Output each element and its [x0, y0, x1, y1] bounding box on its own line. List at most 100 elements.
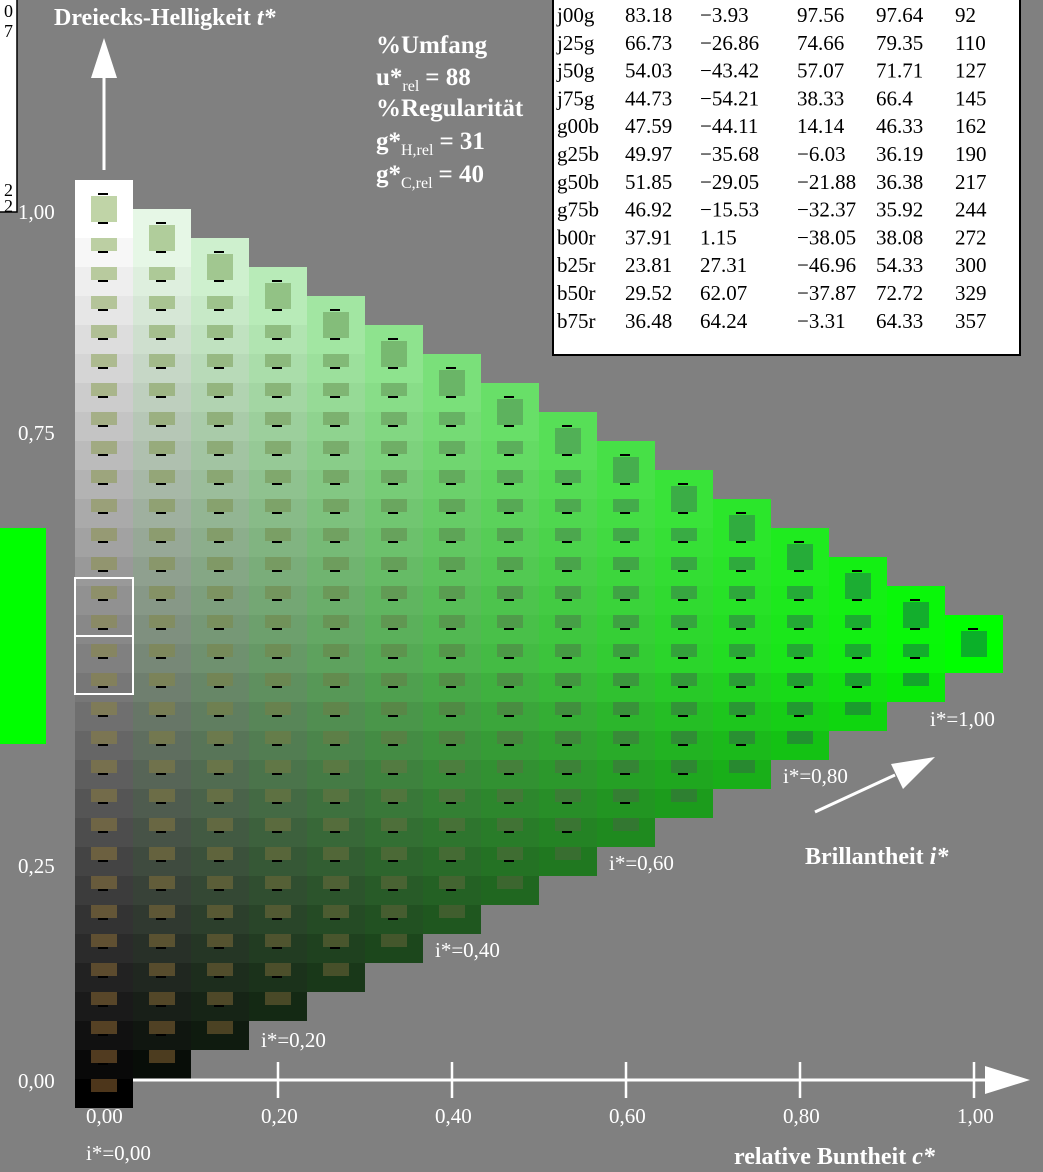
table-cell: 162 [955, 114, 987, 138]
i-label-0-00: i*=0,00 [86, 1141, 151, 1165]
table-cell: −43.42 [700, 59, 759, 83]
table-cell: 92 [955, 3, 976, 27]
i-label-0-40: i*=0,40 [435, 938, 500, 962]
left-edge-digit-4: 2 [4, 196, 13, 216]
table-cell: b50r [557, 281, 596, 305]
x-axis-ticks [276, 1062, 976, 1098]
sample-patch [671, 486, 697, 512]
y-tick-1-00: 1,00 [18, 200, 55, 224]
table-cell: 357 [955, 309, 987, 333]
table-cell: 64.24 [700, 309, 748, 333]
table-frame [552, 0, 1021, 356]
color-grid [75, 180, 1003, 1108]
table-cell: −46.96 [797, 253, 856, 277]
table-cell: 145 [955, 86, 987, 110]
table-cell: 38.08 [876, 225, 923, 249]
sample-patch [149, 225, 175, 251]
table-cell: −37.87 [797, 281, 856, 305]
table-cell: 127 [955, 59, 987, 83]
left-edge-digit-3: 2 [4, 180, 13, 200]
sample-patch [439, 370, 465, 396]
table-cell: j25g [556, 31, 595, 55]
table-cell: g75b [557, 198, 599, 222]
table-cell: 57.07 [797, 59, 844, 83]
table-cell: −26.86 [700, 31, 759, 55]
sample-patch [381, 341, 407, 367]
table-cell: 272 [955, 225, 987, 249]
sample-patch [207, 254, 233, 280]
table-cell: 64.33 [876, 309, 923, 333]
table-cell: 44.73 [625, 86, 672, 110]
table-cell: 300 [955, 253, 987, 277]
gh-rel-line: g*H,rel = 31 [376, 128, 485, 159]
table-cell: 54.03 [625, 59, 672, 83]
y-axis-arrowhead [91, 38, 117, 78]
table-cell: 49.97 [625, 142, 672, 166]
table-cell: 62.07 [700, 281, 747, 305]
green-swatch [0, 528, 46, 744]
table-cell: 83.18 [625, 3, 672, 27]
sample-patch [961, 631, 987, 657]
table-cell: g25b [557, 142, 599, 166]
left-edge-frame [0, 0, 18, 213]
table-cell: b00r [557, 225, 596, 249]
highlight-box-lower [74, 635, 134, 695]
x-tick-0-80: 0,80 [783, 1104, 820, 1128]
stats-block: %Umfang u*rel = 88 %Regularität g*H,rel = … [376, 32, 524, 192]
table-cell: 46.33 [876, 114, 923, 138]
left-edge-digit-2: 7 [4, 21, 13, 41]
sample-patch [555, 428, 581, 454]
brillanz-arrow-line [814, 773, 896, 814]
left-edge-digit-1: 0 [4, 1, 13, 21]
table-cell: −3.31 [797, 309, 846, 333]
x-axis-arrowhead [985, 1066, 1030, 1094]
umfang-label: %Umfang [376, 32, 488, 59]
table-cell: 14.14 [797, 114, 845, 138]
x-tick-0-00: 0,00 [86, 1104, 123, 1128]
sample-patch [91, 196, 117, 222]
table-cell: j00g [556, 3, 595, 27]
y-axis-title: Dreiecks-Helligkeit t* [54, 5, 277, 31]
table-cell: −3.93 [700, 3, 749, 27]
table-cell: 46.92 [625, 198, 672, 222]
x-axis-title: relative Buntheit c* [734, 1144, 936, 1170]
table-cell: 36.48 [625, 309, 672, 333]
sample-patch [265, 283, 291, 309]
table-cell: 110 [955, 31, 986, 55]
table-cell: 47.59 [625, 114, 672, 138]
y-tick-0-75: 0,75 [18, 421, 55, 445]
table-cell: 35.92 [876, 198, 923, 222]
table-cell: 27.31 [700, 253, 747, 277]
y-tick-0-25: 0,25 [18, 854, 55, 878]
table-cell: 1.15 [700, 225, 737, 249]
table-cell: 97.64 [876, 3, 924, 27]
sample-patch [787, 544, 813, 570]
table-cell: 244 [955, 198, 987, 222]
i-label-0-20: i*=0,20 [261, 1028, 326, 1052]
table-cell: 23.81 [625, 253, 672, 277]
brillanz-label: Brillantheit i* [805, 844, 949, 870]
table-cell: 66.73 [625, 31, 672, 55]
table-cell: 71.71 [876, 59, 923, 83]
sample-patch [903, 602, 929, 628]
color-data-table: j00g 83.18 −3.93 97.56 97.64 92 j25g 66.73 −26.8… [552, 0, 1021, 356]
table-cell: 36.19 [876, 142, 923, 166]
table-cell: j75g [556, 86, 595, 110]
sample-patch [613, 457, 639, 483]
table-cell: −54.21 [700, 86, 759, 110]
table-cell: −44.11 [700, 114, 758, 138]
sample-patch [845, 573, 871, 599]
table-cell: 54.33 [876, 253, 923, 277]
x-tick-0-40: 0,40 [435, 1104, 472, 1128]
x-tick-1-00: 1,00 [957, 1104, 994, 1128]
x-tick-0-20: 0,20 [261, 1104, 298, 1128]
i-label-0-60: i*=0,60 [609, 851, 674, 875]
table-cell: −6.03 [797, 142, 846, 166]
table-cell: 38.33 [797, 86, 844, 110]
table-cell: −29.05 [700, 170, 759, 194]
i-label-0-80: i*=0,80 [783, 764, 848, 788]
table-cell: b25r [557, 253, 596, 277]
table-cell: 97.56 [797, 3, 844, 27]
table-cell: 190 [955, 142, 987, 166]
